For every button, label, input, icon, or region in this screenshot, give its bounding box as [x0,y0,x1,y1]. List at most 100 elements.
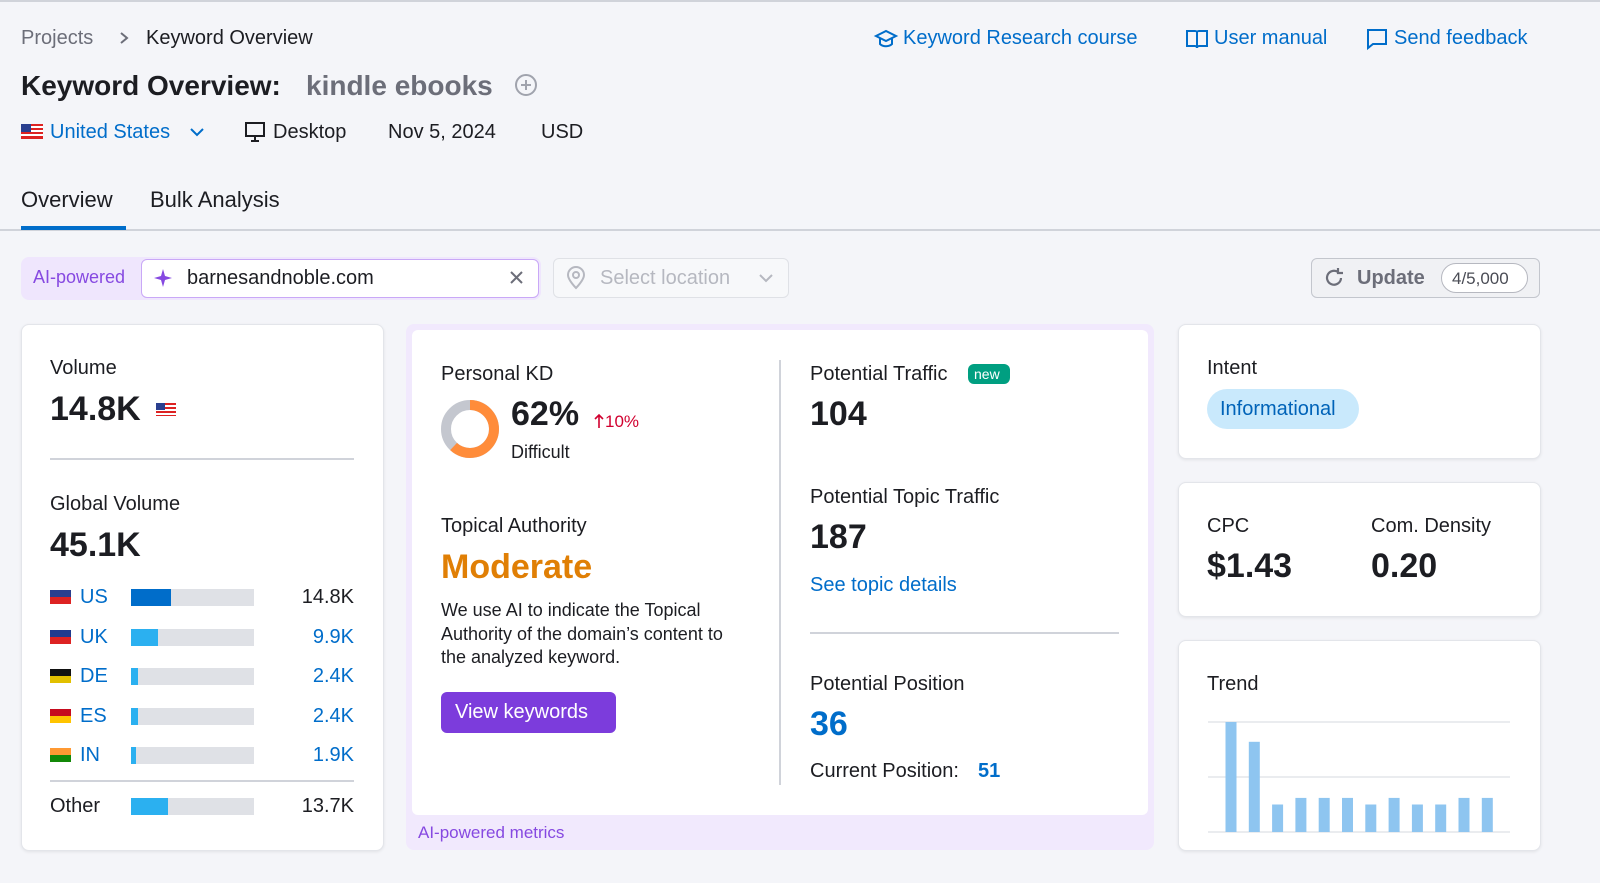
chevron [190,128,204,137]
country-value: 1.9K [312,744,354,766]
manual-icon [1186,30,1208,49]
trend-chart [1208,721,1510,833]
trend-bar [1388,797,1400,832]
country-select[interactable]: United States [50,121,171,143]
location-select[interactable] [553,258,789,298]
tab-underline [21,226,126,230]
manual-link[interactable]: User manual [1214,27,1328,49]
bar-track [131,629,254,646]
refresh-icon [1325,268,1343,286]
feedback-link[interactable]: Send feedback [1394,27,1528,49]
country-value: 14.8K [301,586,354,608]
course-link[interactable]: Keyword Research course [903,27,1138,49]
flag-us [156,403,176,416]
quota-pill [1441,263,1528,293]
domain-input[interactable] [141,259,539,298]
volume-label: Volume [50,357,117,379]
currency: USD [541,121,584,143]
divider [810,632,1119,634]
new-badge [968,364,1010,384]
kd-change: 10% [605,412,640,431]
topic-link[interactable]: See topic details [810,574,957,596]
pp-value: 36 [810,705,848,743]
bar-track [131,708,254,725]
density-label: Com. Density [1371,515,1492,537]
country-value: 9.9K [312,626,354,648]
flag [50,669,71,683]
pp-label: Potential Position [810,673,965,695]
kd-value: 62% [511,395,580,433]
intent-value: Informational [1220,398,1336,420]
kd-donut [441,400,499,458]
ta-label: Topical Authority [441,515,587,537]
country-code: IN [80,744,100,766]
location-placeholder: Select location [600,267,731,289]
current-position-label: Current Position: [810,760,959,782]
trend-bar [1295,797,1307,832]
bar [131,668,138,685]
cpc-value: $1.43 [1207,547,1293,585]
ai-badge: AI-powered [33,267,126,287]
donut-arc [450,400,499,458]
bar-track [131,668,254,685]
course-icon [873,29,899,48]
pin-icon [566,266,586,290]
quota: 4/5,000 [1452,269,1509,288]
intent-label: Intent [1207,357,1258,379]
global-volume-label: Global Volume [50,493,181,515]
global-volume-value: 45.1K [50,526,141,564]
country-code: ES [80,705,107,727]
clear-icon[interactable] [509,270,524,285]
country-code: DE [80,665,108,687]
flag-us [21,124,43,139]
flag [50,630,71,644]
trend-bar [1318,797,1330,832]
date: Nov 5, 2024 [388,121,496,143]
divider [50,458,354,460]
trend-card [1178,640,1541,851]
flag [50,709,71,723]
add-icon[interactable] [515,74,539,98]
kd-label: Personal KD [441,363,554,385]
other-value: 13.7K [301,795,354,817]
flag [50,748,71,762]
pt-label: Potential Traffic [810,363,948,385]
bar [131,629,158,646]
top-border [0,0,1600,2]
device: Desktop [273,121,347,143]
bar [131,589,172,606]
page-title: Keyword Overview: [21,70,281,101]
tab[interactable]: Bulk Analysis [150,187,280,212]
update-label: Update [1357,267,1425,289]
chevron [120,32,129,44]
ta-value: Moderate [441,548,593,586]
country-code: US [80,586,108,608]
divider [50,780,354,782]
trend-bar [1365,804,1377,832]
intent-pill [1207,389,1359,429]
ta-description: We use AI to indicate the Topical Author… [441,600,723,667]
domain: barnesandnoble.com [187,267,374,289]
tab-active[interactable]: Overview [21,187,113,212]
breadcrumb-link[interactable]: Projects [21,27,94,49]
trend-bar [1225,722,1237,832]
bar-track [131,747,254,764]
trend-bar [1435,804,1447,832]
tabs-divider [0,229,1600,231]
feedback-icon [1367,29,1387,51]
desktop-icon [245,122,265,142]
bar [131,747,137,764]
pt-value: 104 [810,395,867,433]
trend-bar [1272,804,1284,832]
ptt-label: Potential Topic Traffic [810,486,1000,508]
trend-bar [1342,797,1353,832]
bar [131,798,169,815]
cpc-card [1178,482,1541,617]
ptt-value: 187 [810,518,867,556]
up-arrow [594,413,604,428]
bar [131,708,138,725]
ai-footer: AI-powered metrics [418,823,565,842]
view-keywords-button[interactable] [441,692,616,733]
